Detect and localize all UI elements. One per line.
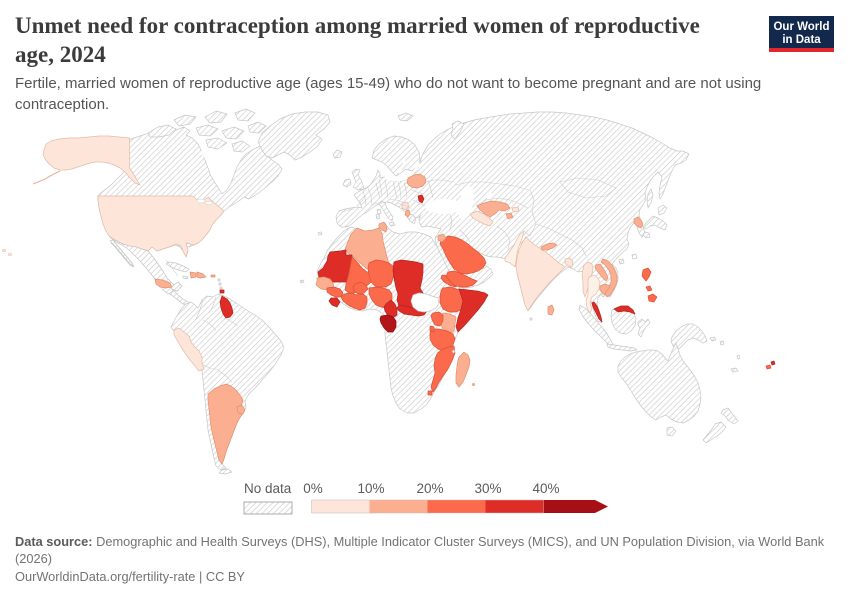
svg-text:No data: No data — [244, 481, 292, 496]
svg-text:40%: 40% — [532, 481, 559, 496]
svg-text:0%: 0% — [303, 481, 323, 496]
svg-text:30%: 30% — [474, 481, 501, 496]
svg-text:10%: 10% — [357, 481, 384, 496]
svg-text:20%: 20% — [416, 481, 443, 496]
